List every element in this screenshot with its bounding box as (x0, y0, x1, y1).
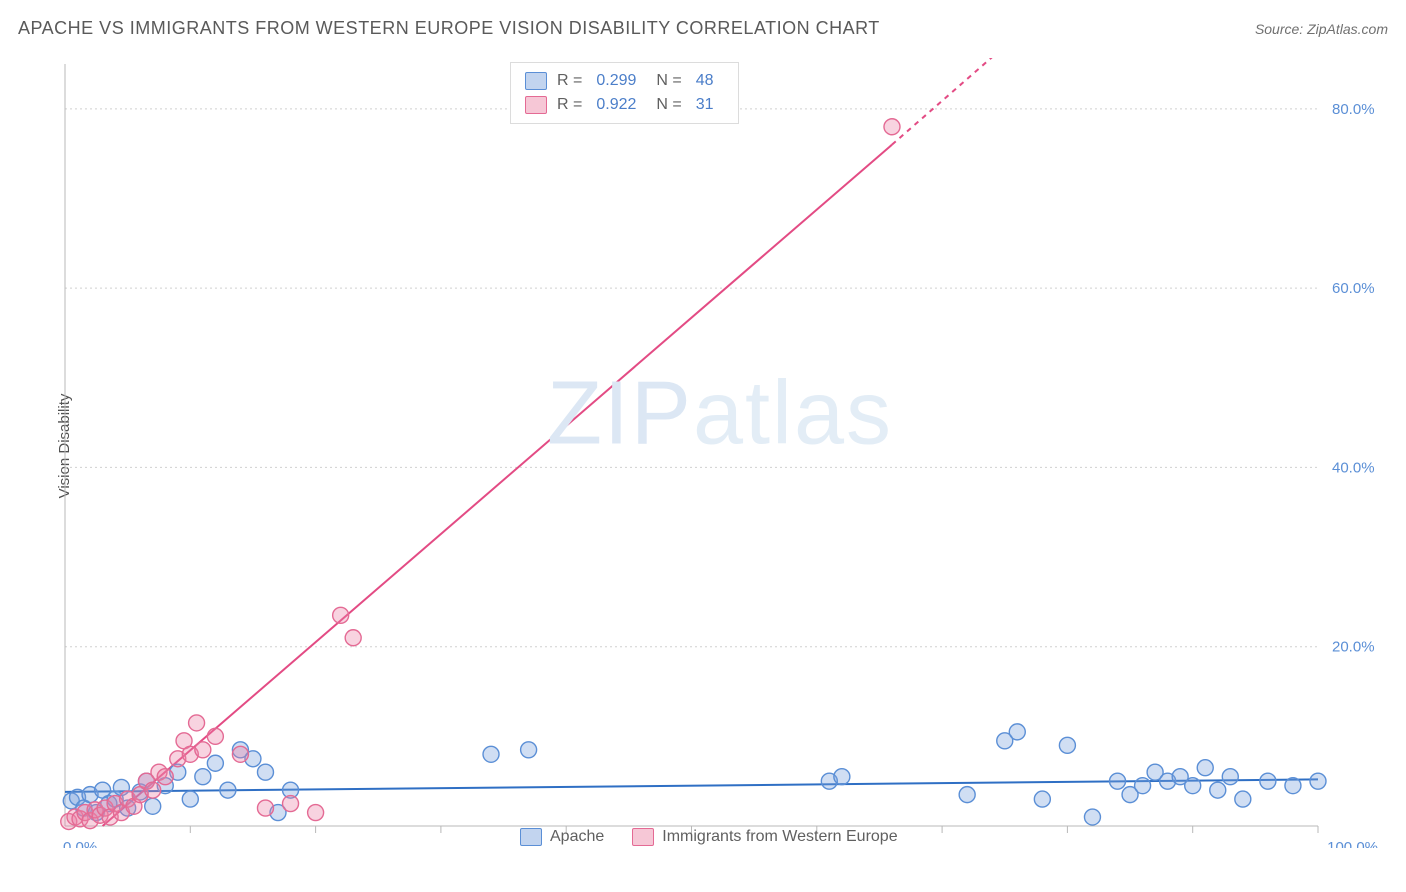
data-point (333, 607, 349, 623)
data-point (483, 746, 499, 762)
data-point (195, 769, 211, 785)
legend-swatch (525, 72, 547, 90)
data-point (257, 764, 273, 780)
legend-r-label: R = (557, 93, 582, 117)
data-point (1235, 791, 1251, 807)
legend-r-label: R = (557, 69, 582, 93)
data-point (1222, 769, 1238, 785)
x-min-label: 0.0% (63, 839, 97, 848)
data-point (1185, 778, 1201, 794)
data-point (207, 755, 223, 771)
legend-row: R = 0.922 N = 31 (525, 93, 724, 117)
chart-title: APACHE VS IMMIGRANTS FROM WESTERN EUROPE… (18, 18, 880, 39)
data-point (1285, 778, 1301, 794)
data-point (959, 787, 975, 803)
legend-swatch (520, 828, 542, 846)
data-point (220, 782, 236, 798)
y-tick-label: 40.0% (1332, 459, 1375, 476)
data-point (1260, 773, 1276, 789)
source-name: ZipAtlas.com (1307, 21, 1388, 37)
data-point (195, 742, 211, 758)
data-point (257, 800, 273, 816)
regression-line (103, 145, 892, 826)
legend-n-value: 31 (696, 93, 714, 117)
legend-n-label: N = (656, 69, 681, 93)
chart-header: APACHE VS IMMIGRANTS FROM WESTERN EUROPE… (18, 18, 1388, 39)
data-point (884, 119, 900, 135)
legend-r-value: 0.922 (596, 93, 636, 117)
series-legend-label: Immigrants from Western Europe (662, 828, 897, 846)
y-tick-label: 20.0% (1332, 639, 1375, 656)
legend-n-label: N = (656, 93, 681, 117)
chart-area: ZIPatlas 20.0%40.0%60.0%80.0%0.0%100.0% … (50, 58, 1390, 848)
data-point (232, 746, 248, 762)
series-legend-label: Apache (550, 828, 604, 846)
correlation-legend: R = 0.299 N = 48 R = 0.922 N = 31 (510, 62, 739, 124)
data-point (345, 630, 361, 646)
data-point (207, 728, 223, 744)
scatter-plot: 20.0% 40.0% 60.0% 80.0% 0.0% 100.0% (50, 58, 1390, 848)
y-tick-label: 80.0% (1332, 101, 1375, 118)
data-point (521, 742, 537, 758)
legend-swatch (525, 96, 547, 114)
legend-swatch (632, 828, 654, 846)
data-point (1034, 791, 1050, 807)
data-point (1059, 737, 1075, 753)
legend-row: R = 0.299 N = 48 (525, 69, 724, 93)
source-prefix: Source: (1255, 21, 1307, 37)
data-point (182, 791, 198, 807)
data-point (308, 805, 324, 821)
data-point (145, 782, 161, 798)
data-point (157, 769, 173, 785)
data-point (1135, 778, 1151, 794)
legend-r-value: 0.299 (596, 69, 636, 93)
series-legend-item: Apache (520, 828, 604, 846)
data-point (1084, 809, 1100, 825)
data-point (1110, 773, 1126, 789)
regression-line-extrapolated (892, 58, 1005, 145)
data-point (1210, 782, 1226, 798)
data-point (189, 715, 205, 731)
legend-n-value: 48 (696, 69, 714, 93)
data-point (834, 769, 850, 785)
data-point (1310, 773, 1326, 789)
y-tick-label: 60.0% (1332, 280, 1375, 297)
data-point (1197, 760, 1213, 776)
series-legend: Apache Immigrants from Western Europe (520, 828, 898, 846)
x-max-label: 100.0% (1327, 839, 1378, 848)
series-legend-item: Immigrants from Western Europe (632, 828, 897, 846)
source-attribution: Source: ZipAtlas.com (1255, 21, 1388, 37)
data-point (1009, 724, 1025, 740)
data-point (145, 798, 161, 814)
data-point (283, 796, 299, 812)
